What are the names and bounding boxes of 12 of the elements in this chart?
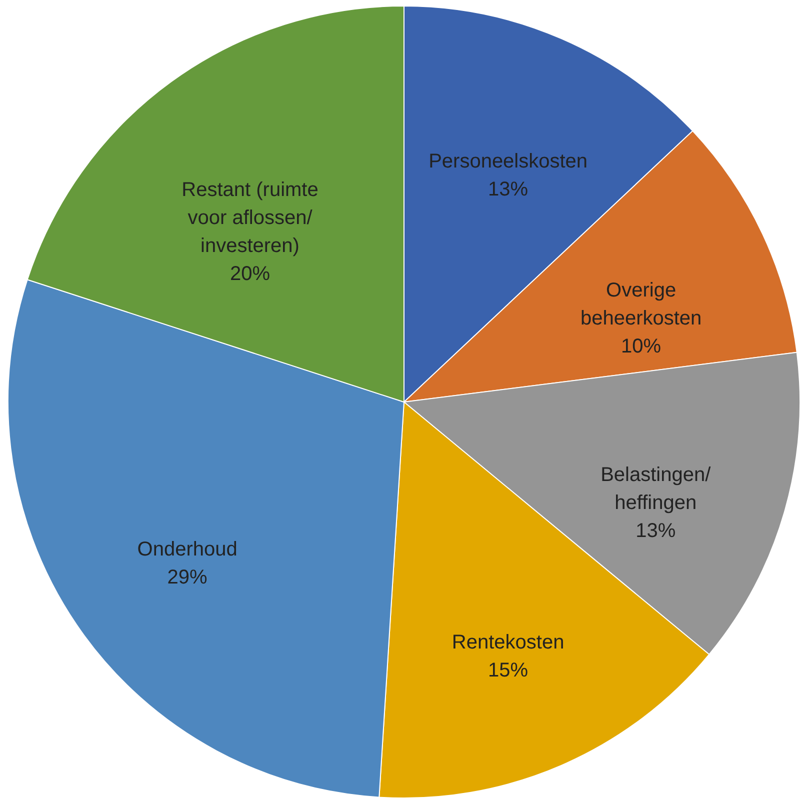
slice-label: Overige beheerkosten: [580, 279, 702, 330]
slice-label: Onderhoud: [137, 538, 238, 560]
data-label: 29%: [167, 566, 208, 588]
data-label: 10%: [621, 335, 662, 358]
slice-label: Restant (ruimte voor aflossen/ investeren): [182, 179, 318, 258]
data-label: 13%: [636, 520, 676, 542]
slice-label: Belastingen/ heffingen: [600, 464, 712, 514]
data-label: 13%: [488, 178, 528, 201]
data-label: 20%: [230, 263, 270, 286]
slice-label: Rentekosten: [452, 631, 564, 654]
data-label: 15%: [488, 659, 528, 682]
slice-label: Personeelskosten: [428, 150, 588, 173]
